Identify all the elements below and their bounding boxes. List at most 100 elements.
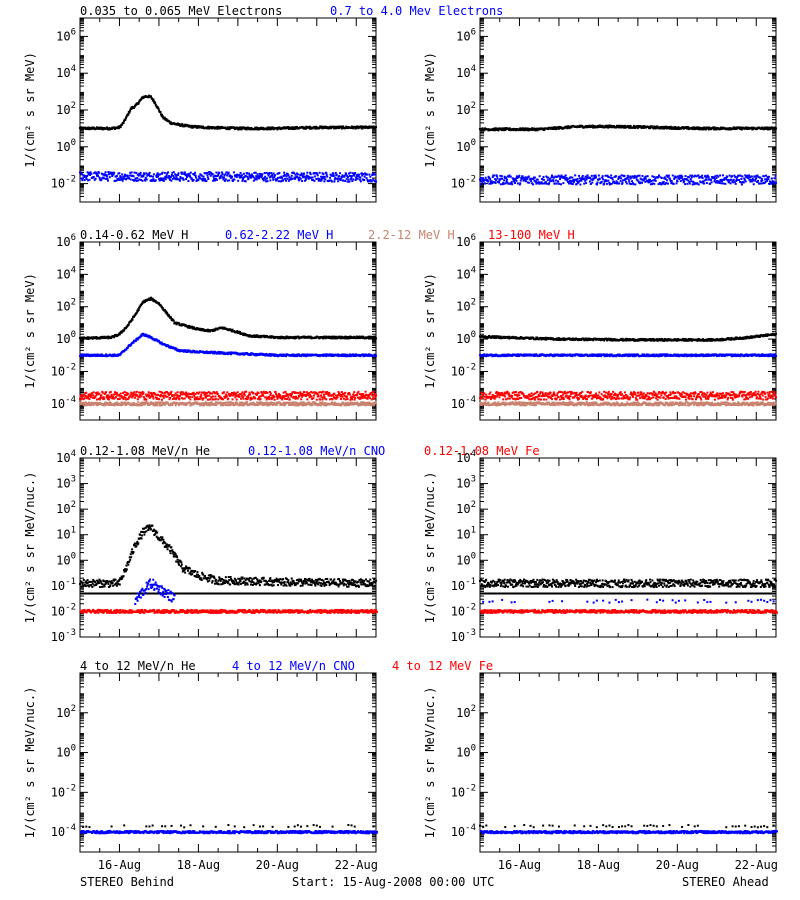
- data-point: [578, 179, 581, 182]
- data-point: [195, 328, 198, 331]
- data-point: [221, 172, 224, 175]
- data-point: [607, 175, 610, 178]
- data-point: [184, 172, 187, 175]
- data-point: [523, 179, 526, 182]
- data-point: [233, 178, 236, 181]
- data-point: [321, 177, 324, 180]
- data-point: [340, 127, 343, 130]
- data-point: [224, 173, 227, 176]
- data-point: [714, 175, 717, 178]
- data-point: [361, 337, 364, 340]
- data-point: [355, 175, 358, 178]
- data-point: [493, 174, 496, 177]
- data-point: [144, 176, 147, 179]
- data-point: [99, 353, 102, 356]
- data-point: [345, 173, 348, 176]
- data-point: [664, 183, 667, 186]
- data-point: [626, 177, 629, 180]
- data-point: [687, 126, 690, 129]
- data-point: [775, 127, 777, 130]
- data-point: [246, 175, 249, 178]
- data-point: [129, 171, 132, 174]
- data-point: [212, 352, 215, 355]
- data-point: [667, 126, 670, 129]
- data-point: [663, 177, 666, 180]
- data-point: [698, 176, 701, 179]
- data-point: [168, 177, 171, 180]
- data-point: [110, 336, 113, 339]
- data-point: [293, 172, 296, 175]
- data-point: [331, 172, 334, 175]
- data-point: [135, 171, 138, 174]
- data-point: [179, 177, 182, 180]
- data-point: [499, 174, 502, 177]
- data-point: [731, 181, 734, 184]
- data-point: [564, 174, 567, 177]
- data-point: [113, 336, 116, 339]
- data-point: [705, 182, 708, 185]
- data-point: [488, 182, 491, 185]
- data-point: [167, 176, 170, 179]
- data-point: [585, 182, 588, 185]
- data-point: [139, 305, 142, 308]
- data-point: [483, 129, 486, 132]
- data-point: [120, 331, 123, 334]
- data-point: [646, 175, 649, 178]
- data-point: [559, 176, 562, 179]
- data-point: [208, 173, 211, 176]
- data-point: [514, 182, 517, 185]
- data-point: [91, 337, 94, 340]
- data-point: [207, 125, 210, 128]
- data-point: [641, 174, 644, 177]
- data-point: [137, 309, 140, 312]
- data-point: [741, 175, 744, 178]
- data-point: [682, 178, 685, 181]
- data-point: [118, 172, 121, 175]
- data-point: [577, 181, 580, 184]
- data-point: [237, 127, 240, 130]
- data-point: [316, 173, 319, 176]
- data-point: [595, 183, 598, 186]
- data-point: [526, 181, 529, 184]
- data-point: [708, 178, 711, 181]
- data-point: [193, 326, 196, 329]
- data-point: [125, 177, 128, 180]
- data-point: [689, 178, 692, 181]
- data-point: [694, 128, 697, 131]
- data-point: [301, 174, 304, 177]
- data-point: [289, 178, 292, 181]
- data-point: [599, 124, 602, 127]
- data-point: [86, 128, 89, 131]
- data-point: [155, 174, 158, 177]
- data-point: [206, 174, 209, 177]
- data-point: [87, 179, 90, 182]
- data-point: [585, 178, 588, 181]
- data-point: [197, 125, 200, 128]
- data-point: [502, 181, 505, 184]
- data-point: [721, 180, 724, 183]
- data-point: [486, 178, 489, 181]
- data-point: [507, 175, 510, 178]
- data-point: [574, 178, 577, 181]
- data-point: [748, 178, 751, 181]
- data-point: [487, 180, 490, 183]
- data-point: [263, 334, 266, 337]
- data-point: [204, 178, 207, 181]
- data-point: [763, 175, 766, 178]
- data-point: [81, 179, 84, 182]
- data-point: [200, 126, 203, 129]
- data-point: [266, 177, 269, 180]
- data-point: [107, 337, 110, 340]
- data-point: [733, 126, 736, 129]
- data-point: [191, 325, 194, 328]
- data-point: [108, 172, 111, 175]
- data-point: [580, 179, 583, 182]
- data-point: [519, 179, 522, 182]
- data-point: [610, 174, 613, 177]
- data-point: [560, 174, 563, 177]
- data-point: [180, 124, 183, 127]
- data-point: [286, 177, 289, 180]
- data-point: [154, 179, 157, 182]
- data-point: [586, 174, 589, 177]
- data-point: [148, 171, 151, 174]
